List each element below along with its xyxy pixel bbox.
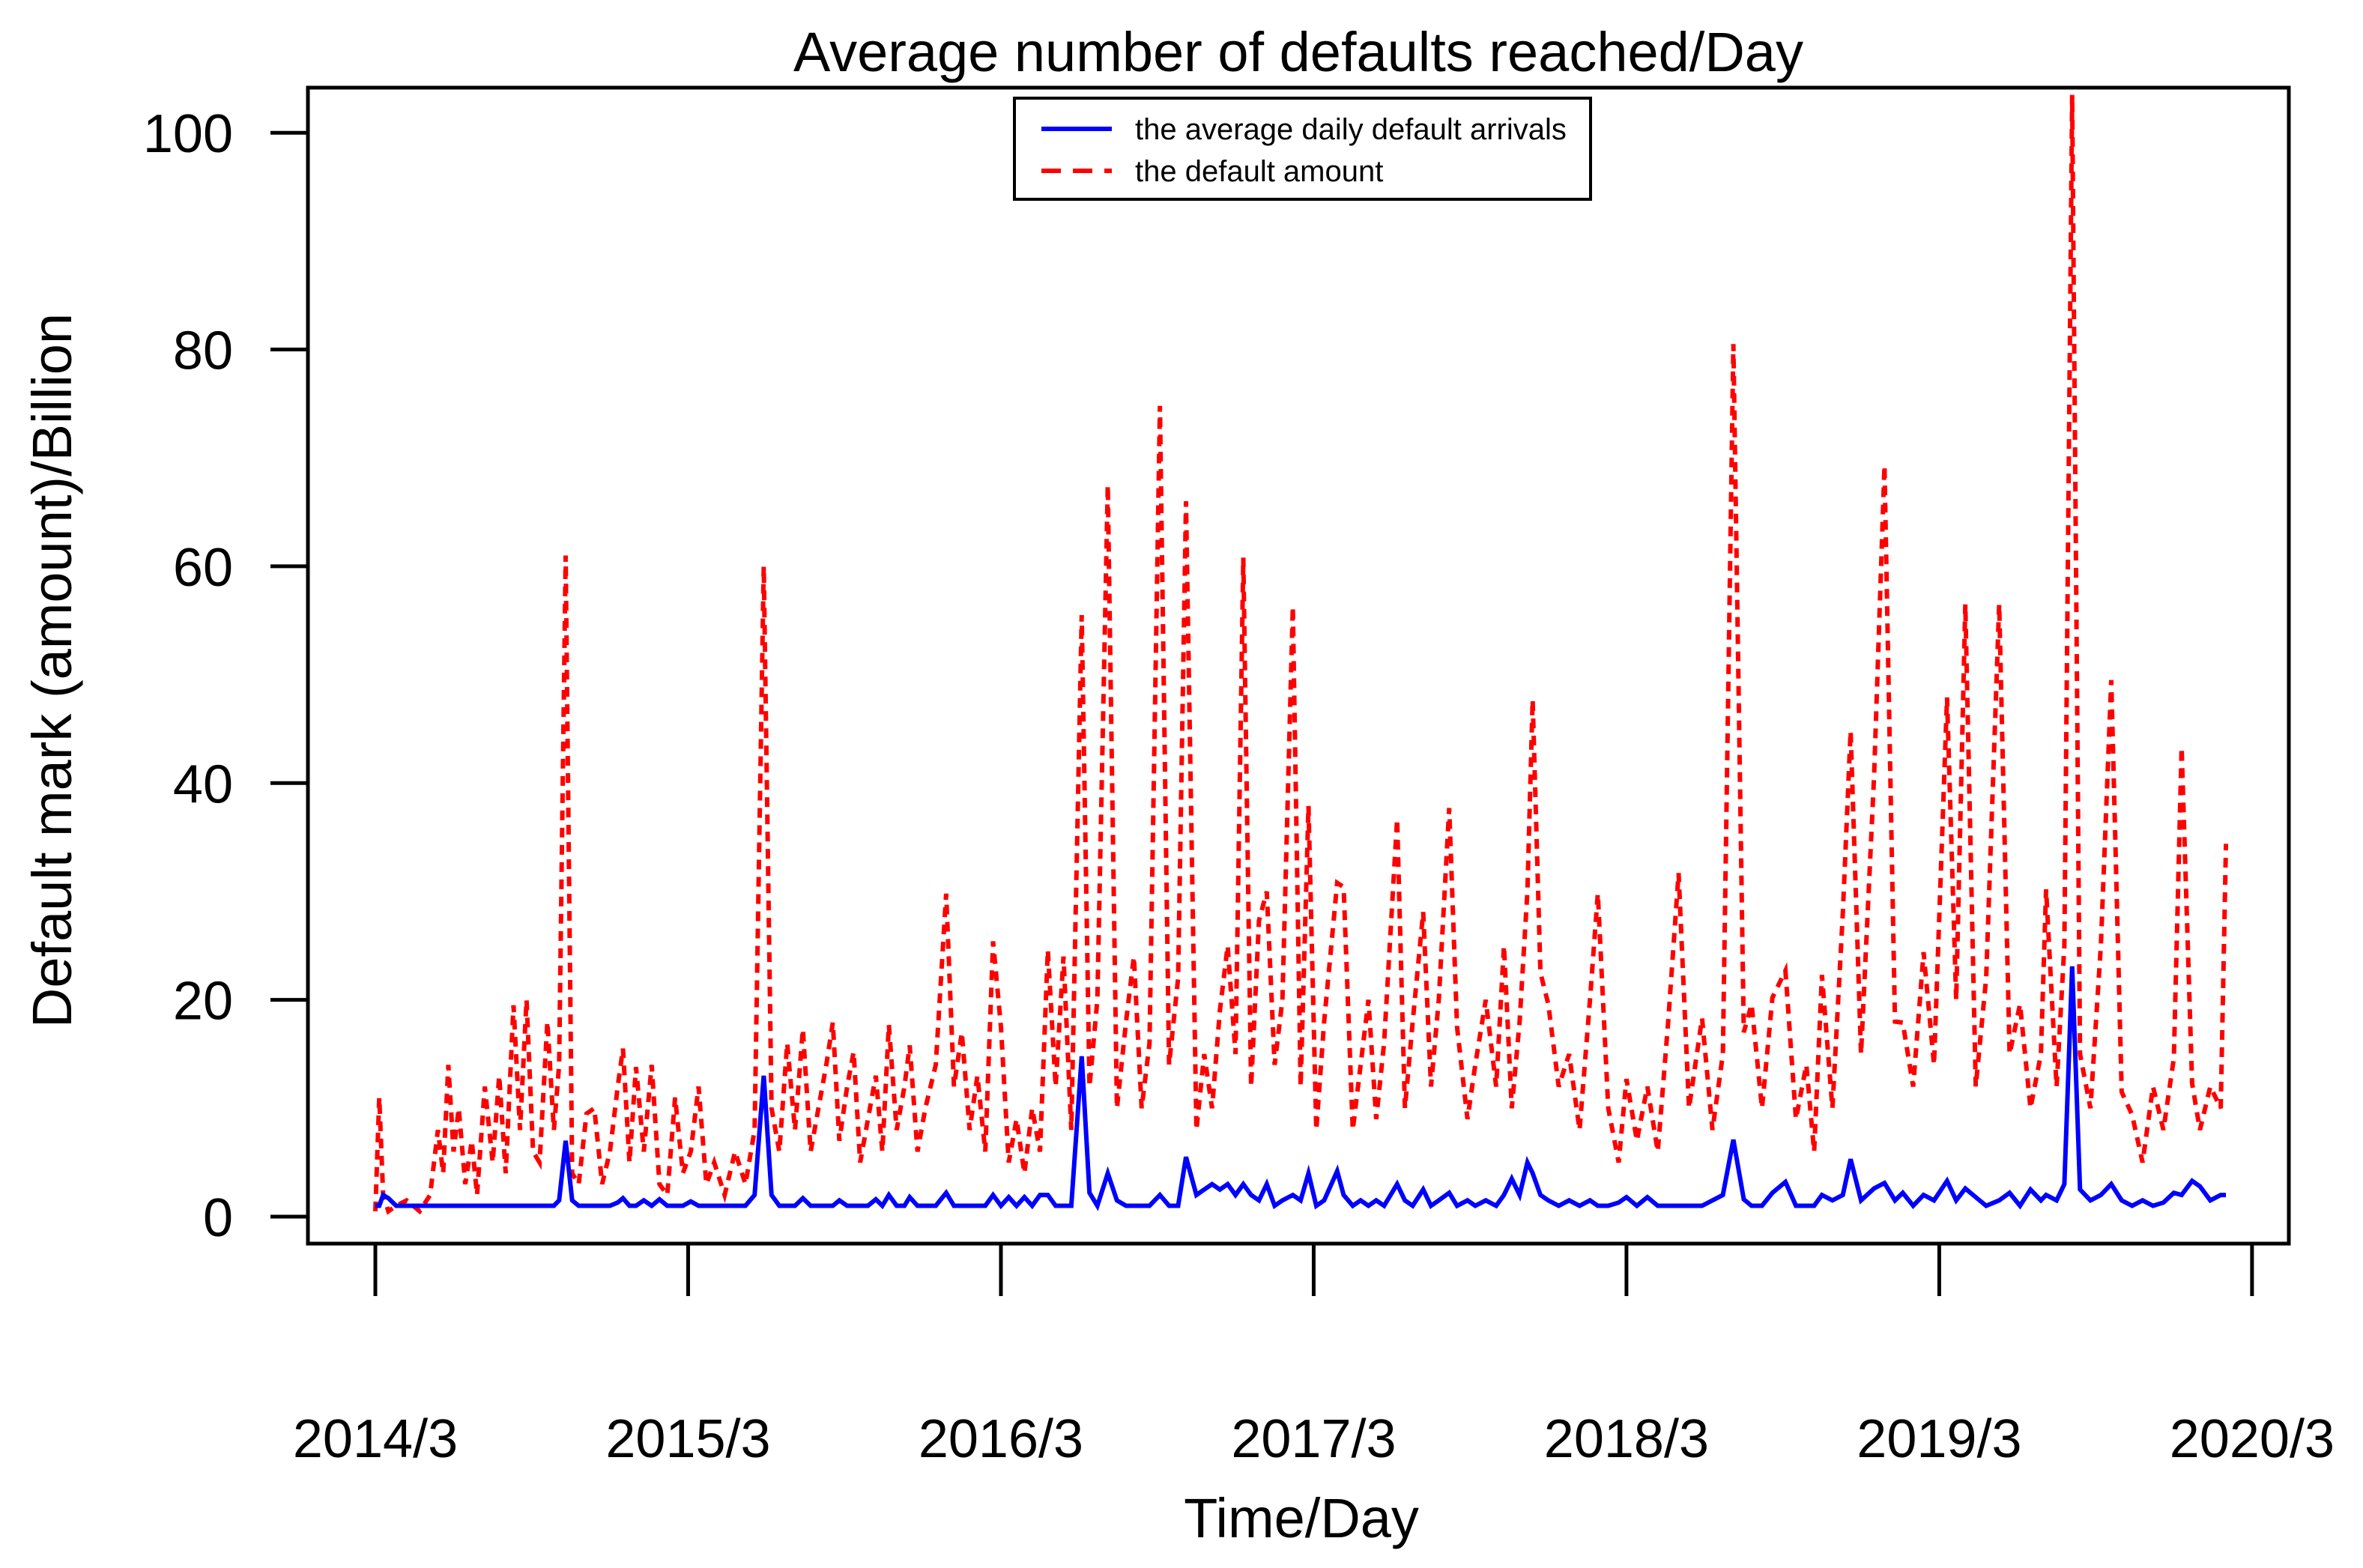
plot-area-border <box>306 85 2291 1246</box>
y-tick-label: 100 <box>143 104 233 164</box>
y-tick-label: 20 <box>173 972 233 1032</box>
y-axis-title: Default mark (amount)/Billion <box>21 313 83 1028</box>
y-tick-label: 40 <box>173 754 233 814</box>
legend: the average daily default arrivals the d… <box>1013 97 1592 201</box>
x-axis-title: Time/Day <box>1184 1487 1419 1549</box>
x-tick-label: 2020/3 <box>2170 1409 2335 1469</box>
chart-title: Average number of defaults reached/Day <box>793 21 1803 83</box>
y-tick-label: 0 <box>203 1188 233 1248</box>
x-tick-label: 2018/3 <box>1544 1409 1709 1469</box>
legend-label-amount: the default amount <box>1135 155 1383 188</box>
y-tick-label: 80 <box>173 321 233 381</box>
data-series <box>373 94 2229 1215</box>
daily-arrivals-line <box>375 966 2227 1211</box>
y-axis: 0 20 40 60 80 100 <box>143 104 308 1248</box>
x-tick-label: 2015/3 <box>605 1409 770 1469</box>
x-tick-label: 2017/3 <box>1231 1409 1396 1469</box>
legend-label-arrivals: the average daily default arrivals <box>1135 113 1567 146</box>
legend-box <box>1013 97 1592 201</box>
x-tick-label: 2019/3 <box>1857 1409 2021 1469</box>
x-tick-label: 2014/3 <box>293 1409 458 1469</box>
x-tick-label: 2016/3 <box>919 1409 1083 1469</box>
x-axis: 2014/3 2015/3 2016/3 2017/3 2018/3 2019/3 2020… <box>293 1244 2335 1469</box>
default-amount-line <box>373 94 2229 1215</box>
y-tick-label: 60 <box>173 538 233 598</box>
